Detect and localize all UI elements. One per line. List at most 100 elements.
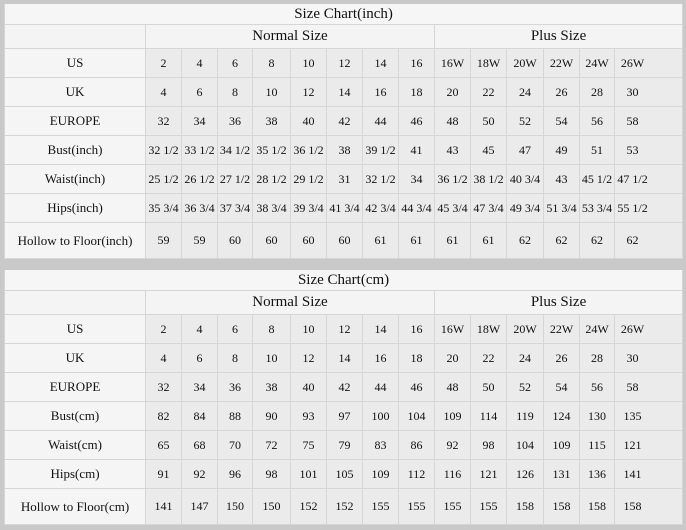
size-value-cell: 20W — [506, 314, 544, 344]
size-value-cell: 104 — [506, 430, 544, 460]
size-value-cell: 28 — [579, 77, 615, 107]
size-value-cell: 44 — [362, 372, 399, 402]
size-value-cell: 116 — [434, 459, 471, 489]
size-value-cell: 131 — [543, 459, 580, 489]
size-value-cell: 96 — [217, 459, 253, 489]
size-value-cell: 79 — [326, 430, 363, 460]
size-value-cell: 45 1/2 — [579, 164, 615, 194]
size-value-cell: 53 — [613, 135, 684, 165]
size-value-cell: 36 — [217, 372, 253, 402]
table-row: Waist(inch) 25 1/2 26 1/2 27 1/2 28 1/2 29 1/… — [4, 164, 684, 194]
size-value-cell: 38 — [326, 135, 363, 165]
size-value-cell: 24 — [506, 343, 544, 373]
size-value-cell: 91 — [145, 459, 182, 489]
group-plus-size: Plus Size — [433, 24, 684, 49]
size-value-cell: 28 — [579, 343, 615, 373]
size-value-cell: 25 1/2 — [145, 164, 182, 194]
size-value-cell: 62 — [613, 222, 684, 259]
table-row: EUROPE 32 34 36 38 40 42 44 46 48 50 52 54 56 58 — [4, 106, 684, 136]
size-value-cell: 26 — [543, 343, 580, 373]
size-value-cell: 47 1/2 — [613, 164, 684, 194]
size-value-cell: 6 — [181, 343, 218, 373]
size-value-cell: 12 — [326, 48, 363, 78]
size-value-cell: 50 — [470, 372, 507, 402]
size-value-cell: 42 — [326, 106, 363, 136]
size-value-cell: 135 — [613, 401, 684, 431]
table-row: US 2 4 6 8 10 12 14 16 16W 18W 20W 22W 24W 26W — [4, 48, 684, 78]
size-value-cell: 35 1/2 — [252, 135, 291, 165]
size-value-cell: 34 — [398, 164, 435, 194]
corner-cell — [4, 24, 146, 49]
size-value-cell: 38 1/2 — [470, 164, 507, 194]
size-value-cell: 42 3/4 — [362, 193, 399, 223]
size-value-cell: 155 — [470, 488, 507, 525]
size-value-cell: 109 — [434, 401, 471, 431]
table-row: Hips(cm) 91 92 96 98 101 105 109 112 116 121 126 131… — [4, 459, 684, 489]
size-value-cell: 26 — [543, 77, 580, 107]
size-value-cell: 121 — [470, 459, 507, 489]
size-value-cell: 70 — [217, 430, 253, 460]
size-value-cell: 51 3/4 — [543, 193, 580, 223]
size-value-cell: 18W — [470, 314, 507, 344]
size-value-cell: 59 — [145, 222, 182, 259]
size-value-cell: 16W — [434, 314, 471, 344]
row-label: Waist(cm) — [4, 430, 146, 460]
size-value-cell: 4 — [145, 77, 182, 107]
size-value-cell: 14 — [362, 48, 399, 78]
size-value-cell: 24W — [579, 314, 615, 344]
size-value-cell: 18W — [470, 48, 507, 78]
size-value-cell: 32 1/2 — [145, 135, 182, 165]
size-value-cell: 141 — [145, 488, 182, 525]
size-value-cell: 36 — [217, 106, 253, 136]
size-value-cell: 54 — [543, 106, 580, 136]
size-value-cell: 147 — [181, 488, 218, 525]
row-label: EUROPE — [4, 106, 146, 136]
size-value-cell: 92 — [434, 430, 471, 460]
size-value-cell: 26 1/2 — [181, 164, 218, 194]
size-value-cell: 97 — [326, 401, 363, 431]
size-value-cell: 16 — [362, 343, 399, 373]
size-value-cell: 14 — [362, 314, 399, 344]
row-label: US — [4, 48, 146, 78]
size-value-cell: 54 — [543, 372, 580, 402]
size-value-cell: 98 — [470, 430, 507, 460]
size-value-cell: 34 — [181, 372, 218, 402]
size-value-cell: 152 — [326, 488, 363, 525]
size-value-cell: 47 3/4 — [470, 193, 507, 223]
row-label: Hips(inch) — [4, 193, 146, 223]
table-row: Hollow to Floor(cm) 141 147 150 150 152 152 155… — [4, 488, 684, 525]
size-value-cell: 62 — [506, 222, 544, 259]
row-label: Hollow to Floor(inch) — [4, 222, 146, 259]
size-value-cell: 32 1/2 — [362, 164, 399, 194]
size-value-cell: 50 — [470, 106, 507, 136]
size-value-cell: 104 — [398, 401, 435, 431]
size-value-cell: 18 — [398, 343, 435, 373]
size-value-cell: 38 3/4 — [252, 193, 291, 223]
table-row: Waist(cm) 65 68 70 72 75 79 83 86 92 98 104 109 115 12… — [4, 430, 684, 460]
table-row: Bust(cm) 82 84 88 90 93 97 100 104 109 114 119 124 13… — [4, 401, 684, 431]
size-value-cell: 16W — [434, 48, 471, 78]
size-value-cell: 51 — [579, 135, 615, 165]
size-value-cell: 41 — [398, 135, 435, 165]
size-value-cell: 10 — [290, 314, 327, 344]
size-value-cell: 31 — [326, 164, 363, 194]
size-value-cell: 61 — [398, 222, 435, 259]
size-value-cell: 41 3/4 — [326, 193, 363, 223]
size-value-cell: 158 — [613, 488, 684, 525]
size-value-cell: 2 — [145, 314, 182, 344]
size-value-cell: 109 — [362, 459, 399, 489]
size-value-cell: 158 — [506, 488, 544, 525]
size-value-cell: 8 — [217, 77, 253, 107]
size-value-cell: 26W — [613, 314, 684, 344]
size-value-cell: 130 — [579, 401, 615, 431]
size-value-cell: 52 — [506, 106, 544, 136]
size-value-cell: 48 — [434, 372, 471, 402]
size-value-cell: 32 — [145, 106, 182, 136]
size-value-cell: 26W — [613, 48, 684, 78]
size-value-cell: 60 — [290, 222, 327, 259]
size-value-cell: 36 1/2 — [434, 164, 471, 194]
size-value-cell: 8 — [217, 343, 253, 373]
size-value-cell: 158 — [543, 488, 580, 525]
size-value-cell: 6 — [181, 77, 218, 107]
size-value-cell: 28 1/2 — [252, 164, 291, 194]
